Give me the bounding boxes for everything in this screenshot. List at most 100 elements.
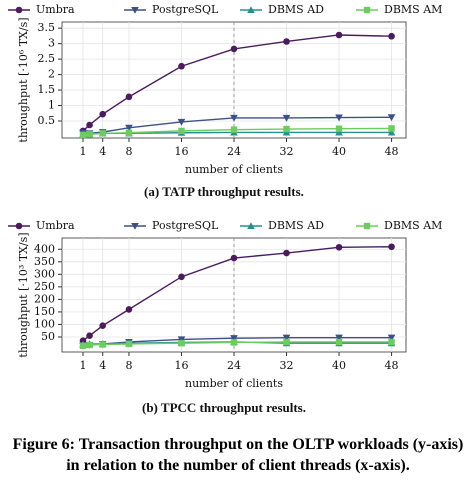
x-tick-label: 32 [280,359,294,372]
marker [178,340,185,347]
y-tick-label: 0.5 [38,114,56,127]
legend-label: DBMS AM [384,3,442,16]
marker [230,339,238,346]
marker [178,273,185,281]
marker [99,341,106,348]
legend-label: Umbra [36,3,75,16]
marker [282,334,291,342]
y-tick-label: 2.5 [38,52,56,65]
marker [335,243,343,251]
marker [335,31,343,39]
marker [388,338,395,346]
marker [99,130,106,137]
y-tick-label: 100 [34,317,55,330]
marker [387,114,396,122]
y-axis-label: throughput [·10³ TX/s] [17,232,30,357]
marker [99,322,107,329]
marker [125,306,133,313]
marker [86,332,93,340]
marker [131,6,139,14]
y-axis-label: throughput [·10⁶ TX/s] [17,17,30,142]
marker [283,125,290,133]
x-tick-label: 8 [125,359,132,372]
legend-label: Umbra [36,219,75,232]
marker [125,124,133,132]
x-tick-label: 32 [280,145,294,158]
marker [230,45,238,53]
x-tick-label: 16 [174,359,188,372]
x-axis-label: number of clients [185,163,283,176]
subcaption: (a) TATP throughput results. [144,184,304,199]
figure-caption: Figure 6: Transaction throughput on the … [12,436,464,474]
x-tick-label: 4 [99,359,106,372]
y-tick-label: 400 [34,242,55,255]
marker [388,32,395,40]
marker [125,93,133,101]
marker [283,38,290,45]
marker [79,131,87,139]
marker [335,334,343,342]
marker [15,222,23,230]
x-axis-label: number of clients [185,377,283,390]
marker [131,222,139,230]
y-tick-label: 50 [41,330,55,343]
marker [247,222,255,230]
marker [86,131,93,138]
legend-label: DBMS AD [268,219,324,232]
y-tick-label: 1.5 [38,83,56,96]
marker [99,110,107,118]
y-tick-label: 3.5 [38,21,56,34]
legend-label: PostgreSQL [152,3,219,16]
subcaption: (b) TPCC throughput results. [142,400,306,415]
x-tick-label: 48 [385,359,399,372]
marker [283,249,290,257]
x-tick-label: 4 [99,145,106,158]
marker [125,129,133,136]
x-tick-label: 16 [174,145,188,158]
marker [86,341,93,349]
marker [178,62,185,70]
marker [177,118,186,126]
marker [282,114,291,122]
legend-label: PostgreSQL [152,219,219,232]
marker [335,125,343,132]
y-tick-label: 3 [48,37,55,50]
marker [388,125,395,132]
marker [15,6,23,14]
marker [335,114,343,122]
x-tick-label: 8 [125,145,132,158]
x-tick-label: 1 [80,145,87,158]
marker [125,340,133,348]
y-tick-label: 1 [48,99,55,112]
marker [363,6,371,14]
y-tick-label: 200 [34,292,55,305]
y-tick-label: 350 [34,255,55,268]
marker [283,338,290,346]
marker [387,334,396,342]
y-tick-label: 250 [34,280,55,293]
x-tick-label: 24 [227,359,241,372]
marker [230,254,238,262]
x-tick-label: 40 [332,359,346,372]
marker [335,338,343,346]
y-tick-label: 300 [34,267,55,280]
x-tick-label: 48 [385,145,399,158]
marker [86,121,93,129]
marker [387,128,396,136]
marker [178,127,185,135]
marker [335,128,343,136]
legend-label: DBMS AD [268,3,324,16]
y-tick-label: 150 [34,305,55,318]
legend-label: DBMS AM [384,219,442,232]
y-tick-label: 2 [48,68,55,81]
x-tick-label: 24 [227,145,241,158]
marker [79,342,87,349]
marker [363,222,371,230]
marker [247,6,255,14]
marker [230,126,238,133]
marker [230,114,238,122]
x-tick-label: 40 [332,145,346,158]
marker [388,243,395,251]
